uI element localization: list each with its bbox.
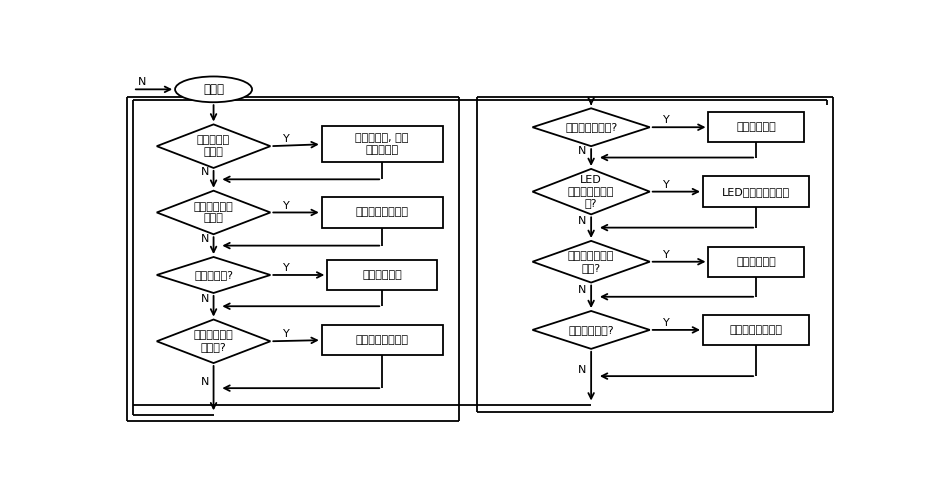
Text: Y: Y: [283, 329, 289, 339]
Text: 串口通讯网
络出错: 串口通讯网 络出错: [197, 135, 230, 157]
Polygon shape: [533, 108, 650, 146]
Text: N: N: [201, 294, 209, 305]
Text: N: N: [578, 146, 587, 155]
Text: Y: Y: [662, 318, 669, 328]
Bar: [709, 112, 804, 142]
Polygon shape: [157, 191, 271, 234]
Text: 初始化: 初始化: [203, 83, 224, 96]
Text: 初始化串口, 重置
串口缓冲区: 初始化串口, 重置 串口缓冲区: [356, 133, 409, 155]
Text: LED
指示灯任务时间
到?: LED 指示灯任务时间 到?: [568, 175, 614, 208]
Text: 校准时间到?: 校准时间到?: [194, 270, 233, 280]
Text: 校准时间处理: 校准时间处理: [362, 270, 402, 280]
Text: N: N: [201, 377, 209, 387]
Text: Y: Y: [662, 250, 669, 260]
Polygon shape: [533, 169, 650, 215]
Bar: [322, 325, 443, 355]
Text: 水表数据采集时
间到?: 水表数据采集时 间到?: [568, 251, 614, 273]
Bar: [322, 126, 443, 162]
Text: N: N: [201, 234, 209, 244]
Ellipse shape: [175, 76, 252, 102]
Polygon shape: [157, 319, 271, 363]
Text: N: N: [578, 285, 587, 295]
Polygon shape: [157, 124, 271, 168]
Text: N: N: [138, 77, 147, 88]
Text: 采集水表数据: 采集水表数据: [736, 257, 776, 267]
Bar: [327, 260, 437, 290]
Bar: [703, 315, 809, 345]
Text: Y: Y: [662, 180, 669, 190]
Text: Y: Y: [283, 263, 289, 273]
Text: Y: Y: [662, 115, 669, 125]
Text: 重置串口缓冲区等: 重置串口缓冲区等: [729, 325, 782, 335]
Text: N: N: [201, 167, 209, 178]
Polygon shape: [533, 311, 650, 349]
Text: 采集数据任务处理: 采集数据任务处理: [356, 335, 409, 345]
Text: 控制任务处理: 控制任务处理: [736, 122, 776, 132]
Bar: [709, 246, 804, 277]
Text: Y: Y: [283, 201, 289, 211]
Text: 串口接收处理模块: 串口接收处理模块: [356, 208, 409, 217]
Text: LED指示灯任务处理: LED指示灯任务处理: [722, 186, 790, 197]
Bar: [322, 197, 443, 228]
Text: 采集数据任务
时间到?: 采集数据任务 时间到?: [194, 331, 234, 352]
Bar: [703, 177, 809, 207]
Polygon shape: [533, 241, 650, 282]
Text: N: N: [578, 215, 587, 226]
Text: N: N: [578, 365, 587, 375]
Text: 串口服务超时?: 串口服务超时?: [569, 325, 614, 335]
Text: 控制任务时间到?: 控制任务时间到?: [565, 122, 617, 132]
Polygon shape: [157, 257, 271, 293]
Text: 串口接收缓冲
区满否: 串口接收缓冲 区满否: [194, 202, 234, 223]
Text: Y: Y: [283, 134, 289, 144]
